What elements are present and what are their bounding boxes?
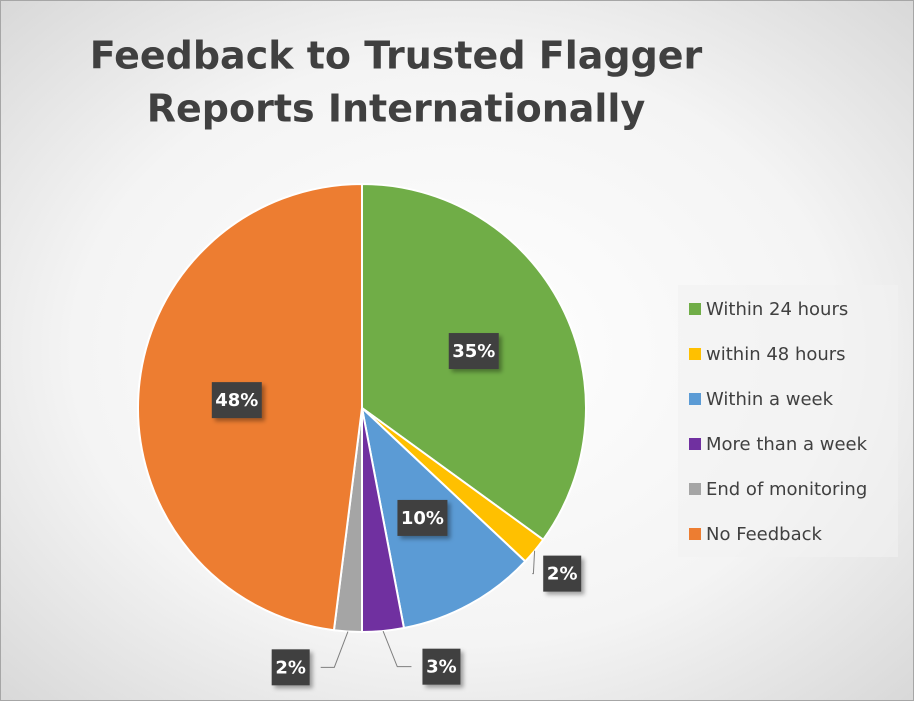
chart-title: Feedback to Trusted Flagger Reports Inte… xyxy=(90,34,703,131)
legend-swatch xyxy=(689,483,701,495)
label-box xyxy=(271,649,310,686)
legend-box xyxy=(678,285,898,557)
legend-label: No Feedback xyxy=(706,524,822,545)
label-box xyxy=(448,333,499,370)
legend-swatch xyxy=(689,303,701,315)
legend-label: Within a week xyxy=(706,389,834,410)
label-box xyxy=(422,648,461,685)
data-label: 48% xyxy=(211,382,262,419)
label-text: 2% xyxy=(547,564,578,585)
label-text: 3% xyxy=(426,657,457,678)
label-text: 48% xyxy=(215,390,258,411)
legend-swatch xyxy=(689,438,701,450)
leader-line xyxy=(320,631,349,668)
title-line: Reports Internationally xyxy=(147,87,646,131)
label-box xyxy=(211,382,262,419)
data-label: 2% xyxy=(543,555,582,592)
legend: Within 24 hours within 48 hours Within a w… xyxy=(678,285,898,557)
leader-line xyxy=(382,630,412,668)
label-box xyxy=(397,499,448,536)
data-label: 3% xyxy=(422,648,461,685)
label-text: 2% xyxy=(275,657,306,678)
label-text: 10% xyxy=(401,508,444,529)
legend-label: Within 24 hours xyxy=(706,299,848,320)
data-label: 35% xyxy=(448,333,499,370)
data-label: 10% xyxy=(397,499,448,536)
legend-swatch xyxy=(689,348,701,360)
legend-swatch xyxy=(689,528,701,540)
leader-line xyxy=(532,550,536,575)
legend-label: End of monitoring xyxy=(706,479,867,500)
legend-swatch xyxy=(689,393,701,405)
title-line: Feedback to Trusted Flagger xyxy=(90,34,703,78)
legend-label: within 48 hours xyxy=(706,344,846,365)
label-box xyxy=(543,555,582,592)
data-label: 2% xyxy=(271,649,310,686)
legend-label: More than a week xyxy=(706,434,868,455)
label-text: 35% xyxy=(452,341,495,362)
